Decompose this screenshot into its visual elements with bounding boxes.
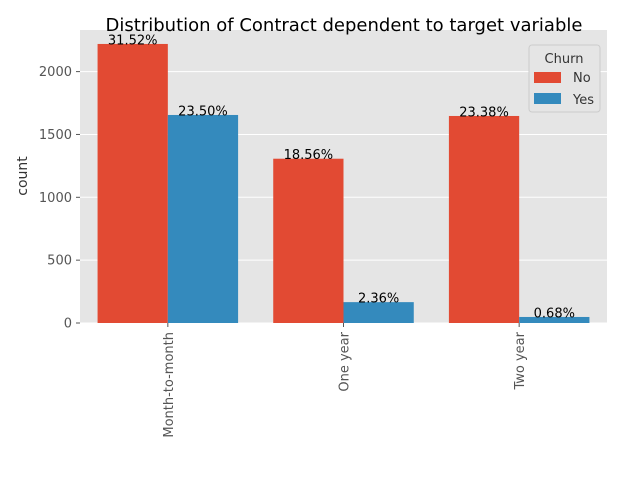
bar-value-label: 23.38%	[459, 105, 509, 120]
y-axis-ticks: 0 500 1000 1500 2000	[39, 65, 80, 332]
bar-yes-0	[167, 114, 239, 324]
legend-title: Churn	[545, 52, 584, 67]
y-tick-label: 0	[64, 317, 72, 332]
bar-no-1	[273, 158, 344, 323]
bar-value-label: 0.68%	[534, 306, 575, 321]
x-axis-ticks: Month-to-month One year Two year	[162, 323, 528, 438]
x-tick-label: Two year	[513, 331, 528, 390]
bar-yes-1	[343, 302, 414, 323]
bar-no-0	[97, 43, 168, 323]
chart-title: Distribution of Contract dependent to ta…	[106, 15, 583, 36]
x-tick-label: One year	[338, 331, 353, 391]
legend-swatch-no	[534, 72, 561, 83]
legend-swatch-yes	[534, 93, 561, 104]
y-tick-label: 500	[47, 254, 72, 269]
legend: Churn No Yes	[528, 44, 601, 113]
legend-label-no: No	[573, 71, 591, 86]
bars	[97, 43, 590, 324]
bar-no-2	[448, 115, 520, 323]
y-tick-label: 2000	[39, 65, 72, 80]
bar-value-label: 23.50%	[178, 104, 228, 119]
y-tick-label: 1500	[39, 128, 72, 143]
x-tick-label: Month-to-month	[162, 332, 177, 438]
bar-value-label: 18.56%	[284, 148, 334, 163]
bar-value-label: 31.52%	[108, 33, 158, 48]
bar-labels: 31.52% 18.56% 23.38% 23.50% 2.36% 0.68%	[108, 33, 575, 321]
y-axis-label: count	[15, 156, 31, 196]
legend-label-yes: Yes	[572, 93, 594, 108]
bar-yes-2	[519, 316, 590, 323]
bar-value-label: 2.36%	[358, 292, 399, 307]
y-tick-label: 1000	[39, 191, 72, 206]
